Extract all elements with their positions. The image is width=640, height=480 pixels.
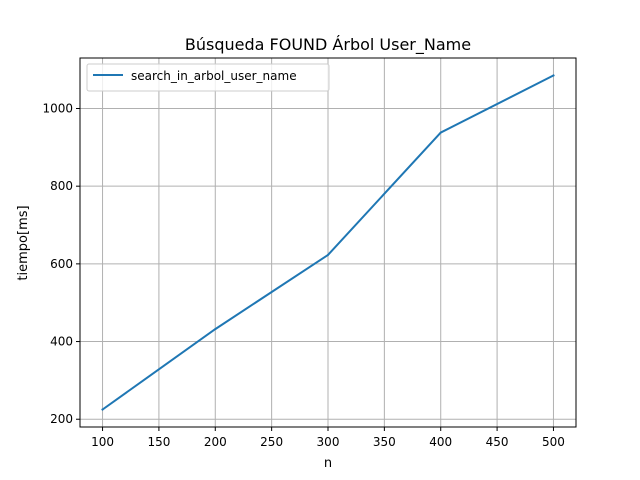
y-tick-label: 400	[50, 335, 73, 349]
x-tick-label: 150	[147, 435, 170, 449]
x-tick-label: 350	[373, 435, 396, 449]
x-axis-label: n	[324, 456, 332, 471]
x-tick-label: 500	[542, 435, 565, 449]
series-layer	[101, 74, 555, 411]
legend-box	[86, 63, 330, 92]
y-tick-label: 200	[50, 412, 73, 426]
x-axis: 100 150 200 250 300 350 400 450 500	[91, 427, 565, 449]
grid	[80, 58, 576, 427]
chart-title: Búsqueda FOUND Árbol User_Name	[185, 35, 471, 55]
data-point	[552, 74, 555, 77]
x-tick-label: 300	[317, 435, 340, 449]
x-tick-label: 200	[204, 435, 227, 449]
y-tick-label: 1000	[42, 101, 73, 115]
data-point	[439, 131, 442, 134]
y-tick-label: 800	[50, 179, 73, 193]
y-tick-label: 600	[50, 257, 73, 271]
legend-label: search_in_arbol_user_name	[131, 69, 297, 83]
legend: search_in_arbol_user_name	[86, 63, 330, 92]
data-point	[214, 328, 217, 331]
data-point	[101, 408, 104, 411]
y-axis-label: tiempo[ms]	[16, 205, 31, 280]
data-point	[327, 253, 329, 256]
x-tick-label: 100	[91, 435, 114, 449]
y-axis: 200 400 600 800 1000	[42, 101, 80, 426]
x-tick-label: 450	[486, 435, 509, 449]
x-tick-label: 400	[429, 435, 452, 449]
x-tick-label: 250	[260, 435, 283, 449]
